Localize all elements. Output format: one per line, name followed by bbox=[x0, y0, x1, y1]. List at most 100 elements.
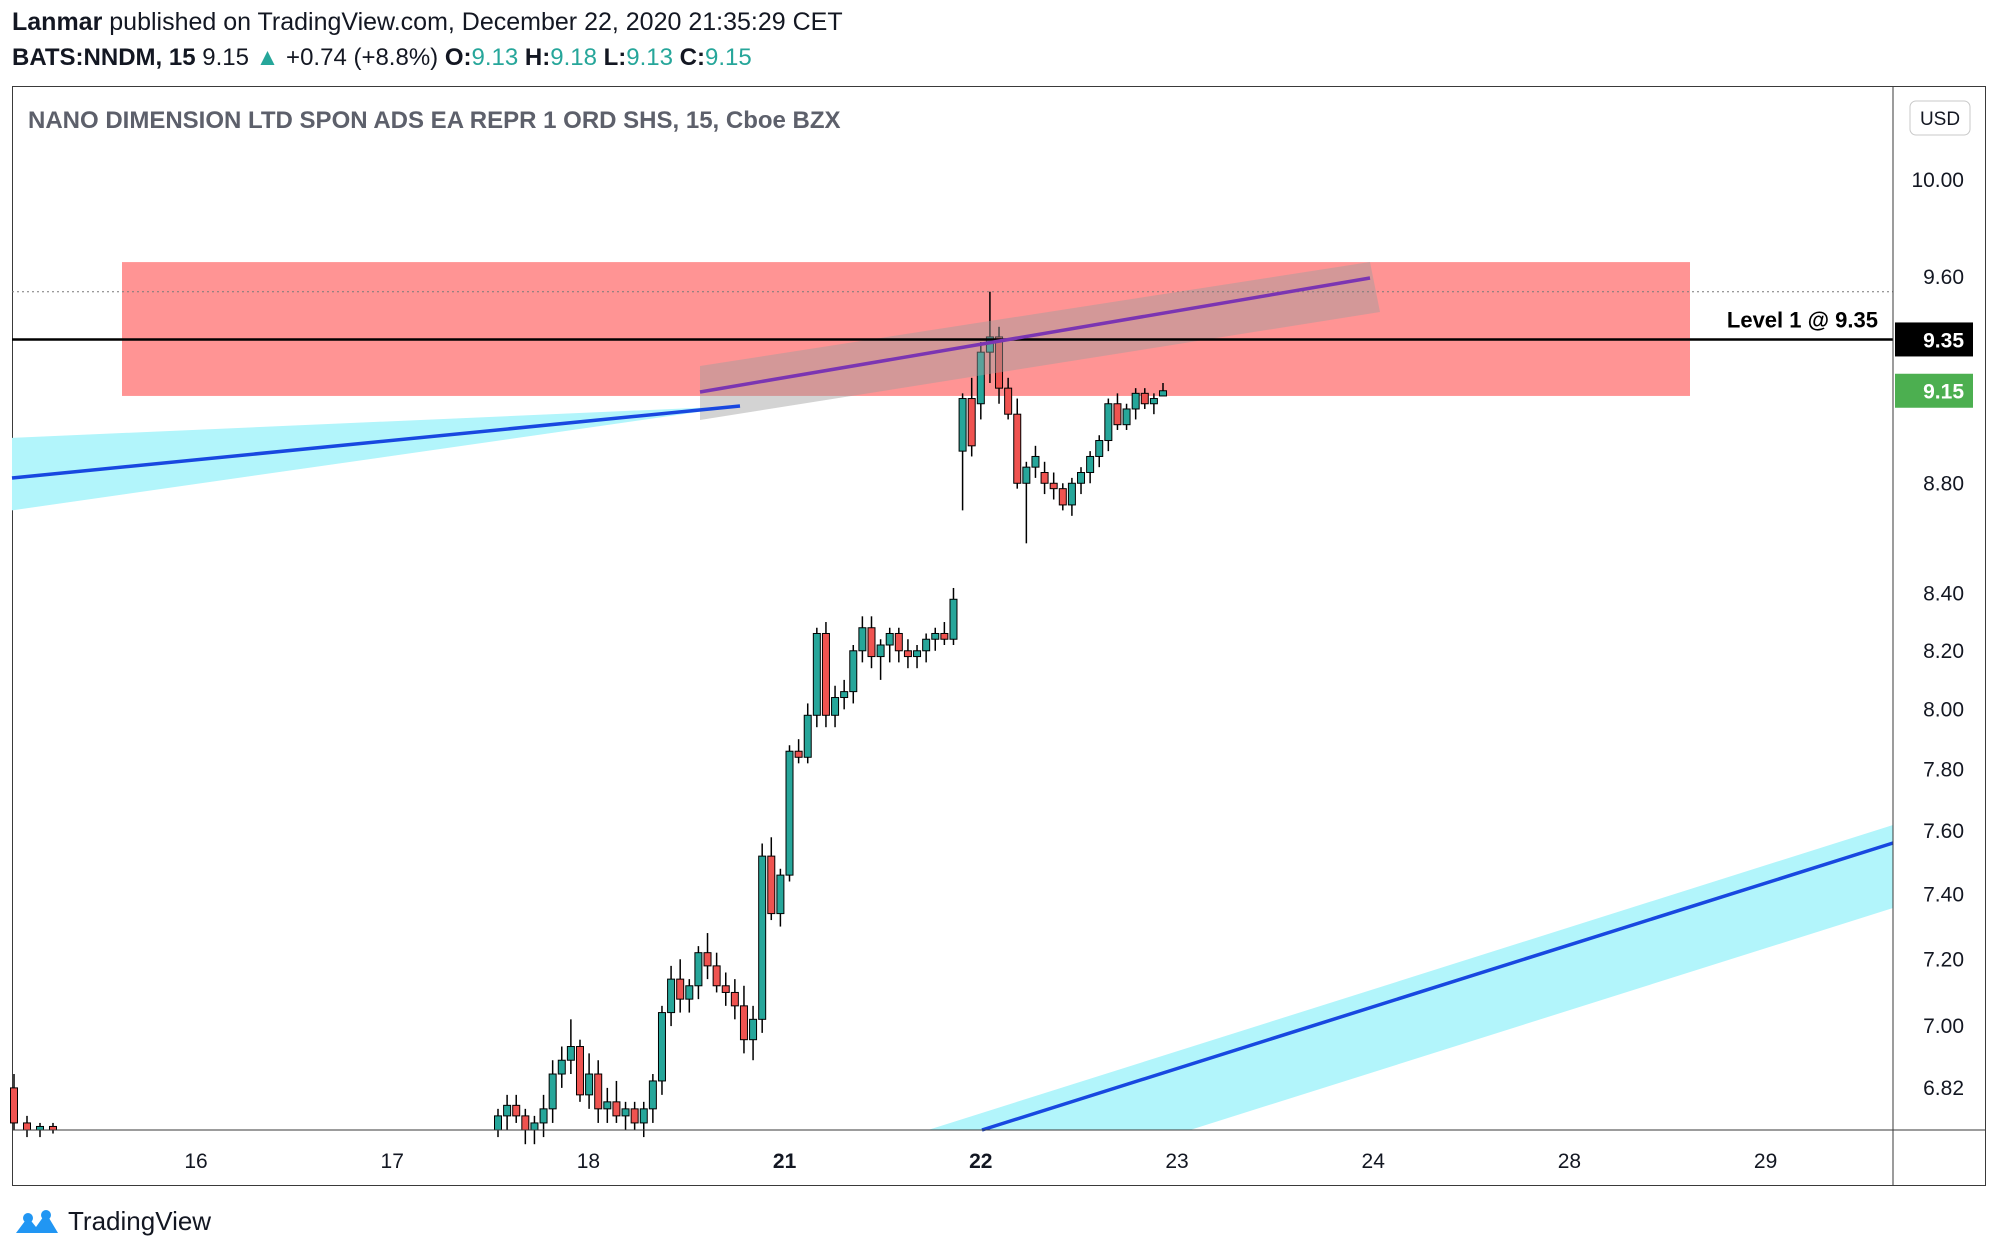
time-tick-label: 21 bbox=[773, 1150, 797, 1173]
candle bbox=[1131, 388, 1140, 420]
candle-body bbox=[849, 650, 858, 693]
candle bbox=[931, 627, 940, 651]
candle bbox=[1104, 398, 1113, 452]
price-tick-label: 10.00 bbox=[1911, 169, 1964, 192]
candle bbox=[1004, 377, 1013, 420]
candle bbox=[1149, 393, 1158, 415]
candle-body bbox=[876, 644, 885, 658]
candle-body bbox=[1104, 403, 1113, 442]
tradingview-logo-icon bbox=[16, 1209, 58, 1233]
candle bbox=[685, 979, 694, 1013]
candle bbox=[1067, 477, 1076, 516]
time-tick-label: 23 bbox=[1165, 1150, 1188, 1173]
candle bbox=[958, 393, 967, 511]
price-tag bbox=[1895, 322, 1973, 357]
author-name[interactable]: Lanmar bbox=[12, 8, 103, 36]
candle-body bbox=[885, 632, 894, 646]
candle bbox=[585, 1053, 594, 1109]
candle-body bbox=[676, 978, 685, 1000]
candle bbox=[503, 1094, 512, 1130]
price-tag-label: 9.15 bbox=[1923, 381, 1964, 404]
candle-body bbox=[685, 985, 694, 1000]
candle bbox=[694, 946, 703, 1000]
candle bbox=[758, 843, 767, 1033]
symbol-label: BATS:NNDM, 15 bbox=[12, 44, 196, 71]
candle bbox=[831, 685, 840, 728]
candle bbox=[967, 377, 976, 457]
candle bbox=[767, 837, 776, 921]
chart-frame bbox=[12, 86, 1986, 1186]
up-arrow-icon: ▲ bbox=[255, 44, 280, 71]
candle bbox=[922, 633, 931, 663]
time-tick-label: 24 bbox=[1362, 1150, 1386, 1173]
candle-body bbox=[1058, 488, 1067, 506]
candle bbox=[940, 622, 949, 645]
candle-body bbox=[821, 632, 830, 716]
time-tick-label: 28 bbox=[1558, 1150, 1581, 1173]
supply-zone bbox=[122, 262, 1690, 396]
candle-body bbox=[667, 978, 676, 1014]
candle bbox=[894, 627, 903, 663]
candle-body bbox=[812, 632, 821, 716]
publish-info: Lanmar published on TradingView.com, Dec… bbox=[12, 8, 843, 37]
candle-body bbox=[739, 1005, 748, 1041]
candle-body bbox=[967, 398, 976, 447]
candle-body bbox=[1113, 403, 1122, 426]
candle-body bbox=[36, 1125, 44, 1131]
candle-body bbox=[494, 1115, 502, 1131]
candle bbox=[667, 965, 676, 1027]
footer-brand: TradingView bbox=[68, 1206, 212, 1236]
price-tag-label: 9.35 bbox=[1923, 329, 1964, 352]
candle bbox=[557, 1046, 566, 1088]
candle-body bbox=[530, 1122, 539, 1131]
candle bbox=[730, 979, 739, 1020]
candle-body bbox=[10, 1087, 18, 1124]
candle-body bbox=[931, 632, 940, 640]
price-tick-label: 8.80 bbox=[1923, 472, 1964, 495]
candle-body bbox=[730, 991, 739, 1007]
candle-body bbox=[575, 1046, 584, 1096]
candle-body bbox=[776, 874, 785, 915]
candle-body bbox=[694, 952, 703, 987]
grey-channel-band bbox=[700, 262, 1380, 420]
candle-body bbox=[657, 1012, 666, 1082]
candle bbox=[603, 1087, 612, 1123]
candle bbox=[1049, 472, 1058, 500]
candle bbox=[885, 627, 894, 663]
candle bbox=[749, 1005, 758, 1061]
candle bbox=[630, 1101, 639, 1130]
candle-body bbox=[621, 1108, 630, 1117]
candle bbox=[1040, 461, 1049, 495]
candle bbox=[676, 959, 685, 1013]
published-text: published on TradingView.com, December 2… bbox=[102, 8, 843, 36]
candle-body bbox=[1031, 455, 1040, 468]
candle-body bbox=[1122, 408, 1131, 426]
candle-body bbox=[913, 650, 922, 658]
candle bbox=[539, 1094, 548, 1138]
candle bbox=[10, 1074, 18, 1130]
candle bbox=[1140, 388, 1149, 409]
candle-body bbox=[1131, 392, 1140, 410]
last-price: 9.15 bbox=[195, 44, 249, 71]
candle bbox=[739, 985, 748, 1054]
price-tick-label: 8.00 bbox=[1923, 698, 1964, 721]
candle-body bbox=[49, 1125, 57, 1131]
candle-body bbox=[585, 1073, 594, 1096]
upper-channel-band bbox=[12, 406, 740, 511]
candle-body bbox=[512, 1104, 521, 1117]
candle-body bbox=[594, 1073, 603, 1110]
price-tag bbox=[1895, 373, 1973, 408]
lower-channel-line bbox=[981, 841, 1894, 1132]
candle-body bbox=[767, 855, 776, 915]
purple-trend-line bbox=[699, 276, 1371, 394]
currency-button[interactable] bbox=[1909, 100, 1971, 136]
candle bbox=[794, 739, 803, 764]
tradingview-footer[interactable]: TradingView bbox=[14, 1206, 211, 1237]
candle-body bbox=[1004, 387, 1013, 415]
candle bbox=[858, 616, 867, 663]
candle-body bbox=[1067, 482, 1076, 506]
time-tick-label: 18 bbox=[577, 1150, 600, 1173]
candle bbox=[1031, 445, 1040, 478]
candle bbox=[621, 1101, 630, 1130]
